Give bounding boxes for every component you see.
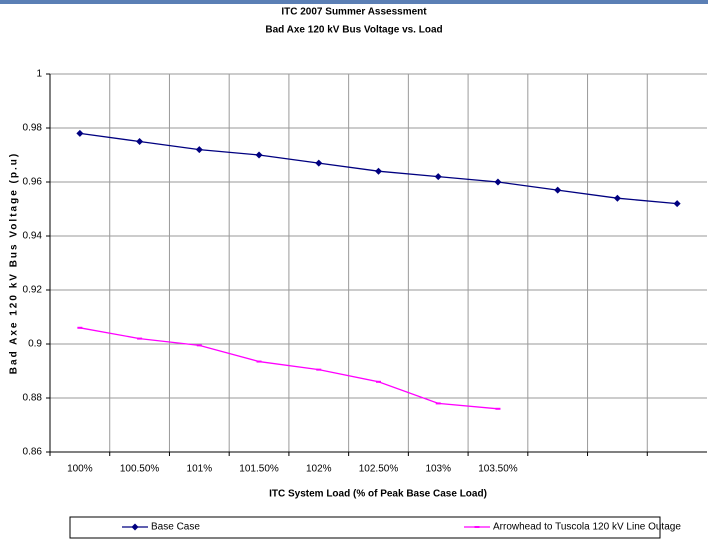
- point: [131, 523, 139, 531]
- point: [195, 146, 203, 154]
- y-tick-label: 0.92: [23, 285, 43, 296]
- y-tick-label: 0.96: [23, 177, 43, 188]
- point: [554, 186, 562, 194]
- legend-box: [69, 516, 661, 539]
- point: [494, 178, 502, 186]
- x-tick-label: 102.50%: [359, 464, 399, 475]
- point: [255, 151, 263, 159]
- point: [316, 368, 322, 371]
- legend-label: Base Case: [151, 522, 200, 533]
- x-tick-label: 103.50%: [478, 464, 518, 475]
- x-tick-label: 101.50%: [239, 464, 279, 475]
- x-tick-label: 100%: [67, 464, 93, 475]
- point: [76, 129, 84, 137]
- y-axis-label: Bad Axe 120 kV Bus Voltage (p.u): [9, 152, 20, 374]
- point: [136, 138, 144, 145]
- point: [77, 326, 83, 329]
- x-tick-label: 102%: [306, 464, 332, 475]
- point: [375, 167, 382, 175]
- point: [196, 344, 202, 347]
- top-bar: [0, 0, 708, 4]
- chart-title: ITC 2007 Summer Assessment: [281, 7, 427, 18]
- series-line: [79, 327, 499, 410]
- x-tick-label: 103%: [425, 464, 451, 475]
- point: [474, 526, 480, 528]
- point: [673, 200, 681, 208]
- x-tick-label: 100.50%: [120, 464, 160, 475]
- chart-subtitle: Bad Axe 120 kV Bus Voltage vs. Load: [265, 25, 442, 36]
- y-tick-label: 0.98: [23, 123, 43, 134]
- point: [434, 173, 442, 181]
- y-tick-label: 1: [36, 69, 42, 80]
- y-tick-label: 0.86: [23, 447, 43, 458]
- y-tick-label: 0.9: [28, 339, 42, 350]
- legend-label: Arrowhead to Tuscola 120 kV Line Outage: [493, 522, 681, 533]
- y-tick-label: 0.94: [23, 231, 43, 242]
- point: [495, 407, 501, 410]
- point: [256, 360, 262, 363]
- point: [315, 159, 323, 167]
- x-tick-label: 101%: [187, 464, 213, 475]
- point: [137, 337, 143, 340]
- point: [613, 194, 621, 202]
- point: [376, 380, 381, 383]
- y-tick-label: 0.88: [23, 393, 43, 404]
- x-axis-label: ITC System Load (% of Peak Base Case Loa…: [269, 489, 487, 500]
- point: [435, 402, 441, 405]
